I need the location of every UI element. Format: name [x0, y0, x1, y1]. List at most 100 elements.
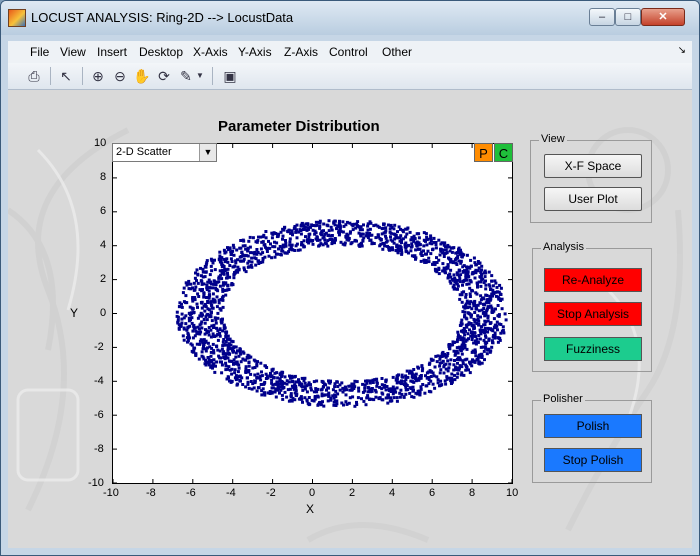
print-icon[interactable]: ⎙ [28, 68, 40, 84]
scatter-point [305, 384, 309, 388]
scatter-point [459, 250, 463, 254]
scatter-point [270, 256, 274, 260]
menu-view[interactable]: View [60, 45, 86, 59]
close-button[interactable]: ✕ [641, 8, 685, 26]
scatter-point [377, 235, 381, 239]
scatter-point [412, 236, 416, 240]
scatter-point [474, 341, 478, 345]
scatter-point [475, 357, 479, 361]
stop-polish-button[interactable]: Stop Polish [544, 448, 642, 472]
stop-analysis-button[interactable]: Stop Analysis [544, 302, 642, 326]
scatter-point [267, 239, 270, 243]
xf-space-button[interactable]: X-F Space [544, 154, 642, 178]
menu-overflow-icon[interactable]: ↘ [677, 45, 686, 56]
scatter-point [347, 238, 351, 242]
scatter-point [250, 265, 254, 269]
re-analyze-button[interactable]: Re-Analyze [544, 268, 642, 292]
scatter-point [322, 222, 326, 226]
scatter-point [478, 261, 482, 265]
scatter-point [274, 395, 278, 399]
menu-insert[interactable]: Insert [97, 45, 128, 59]
scatter-point [261, 235, 265, 239]
scatter-point [347, 384, 351, 388]
zoom-in-icon[interactable]: ⊕ [92, 68, 104, 84]
scatter-point [255, 252, 259, 256]
c-button[interactable]: C [494, 143, 513, 162]
select-arrow-icon[interactable]: ↖ [60, 68, 72, 84]
scatter-point [412, 368, 416, 371]
scatter-point [353, 404, 357, 408]
menu-x-axis[interactable]: X-Axis [193, 45, 228, 59]
scatter-point [439, 247, 442, 251]
scatter-point [463, 310, 467, 314]
scatter-point [434, 354, 438, 358]
menu-control[interactable]: Control [329, 45, 368, 59]
scatter-point [256, 386, 260, 390]
scatter-point [283, 225, 287, 229]
scatter-point [344, 223, 348, 227]
scatter-point [221, 287, 225, 291]
scatter-point [468, 362, 472, 366]
scatter-point [446, 352, 450, 355]
y-tick-label: 6 [100, 205, 107, 217]
scatter-point [178, 325, 182, 328]
scatter-point [288, 387, 292, 391]
scatter-point [230, 283, 234, 287]
menu-z-axis[interactable]: Z-Axis [284, 45, 318, 59]
scatter-point [464, 306, 468, 310]
fuzziness-button[interactable]: Fuzziness [544, 337, 642, 361]
dock-figure-icon[interactable]: ▣ [223, 68, 237, 84]
scatter-point [384, 229, 388, 233]
scatter-point [210, 324, 214, 328]
scatter-point [410, 244, 414, 248]
scatter-point [339, 240, 343, 244]
scatter-point [207, 286, 211, 290]
scatter-point [247, 386, 251, 390]
scatter-point [273, 371, 277, 375]
scatter-point [216, 316, 220, 320]
minimize-button[interactable]: – [589, 8, 615, 26]
maximize-button[interactable]: □ [615, 8, 641, 26]
p-button[interactable]: P [474, 143, 493, 162]
title-bar[interactable]: LOCUST ANALYSIS: Ring-2D --> LocustData … [1, 1, 699, 35]
scatter-point [256, 251, 260, 254]
scatter-point [400, 379, 403, 383]
polish-button[interactable]: Polish [544, 414, 642, 438]
pan-hand-icon[interactable]: ✋ [133, 68, 151, 84]
scatter-point [191, 286, 194, 290]
menu-y-axis[interactable]: Y-Axis [238, 45, 272, 59]
menu-file[interactable]: File [30, 45, 50, 59]
rotate-icon[interactable]: ⟳ [158, 68, 170, 84]
scatter-point [496, 340, 500, 344]
scatter-point [442, 248, 446, 252]
scatter-point [212, 358, 216, 362]
scatter-point [239, 255, 243, 258]
scatter-point [182, 338, 186, 342]
user-plot-button[interactable]: User Plot [544, 187, 642, 211]
plot-type-select[interactable]: 2-D Scatter ▼ [112, 143, 217, 162]
scatter-point [262, 382, 266, 386]
scatter-point [249, 380, 253, 383]
scatter-point [231, 249, 235, 253]
scatter-point [341, 220, 345, 224]
scatter-point [435, 268, 439, 272]
scatter-point [261, 257, 265, 260]
zoom-out-icon[interactable]: ⊖ [114, 68, 126, 84]
scatter-point [333, 385, 337, 389]
scatter-point [389, 399, 393, 403]
menu-other[interactable]: Other [382, 45, 413, 59]
scatter-point [371, 378, 375, 382]
scatter-point [429, 236, 433, 240]
scatter-point [213, 316, 217, 320]
scatter-point [470, 272, 474, 276]
menu-desktop[interactable]: Desktop [139, 45, 184, 59]
scatter-point [303, 381, 307, 385]
brush-dropdown-icon[interactable]: ▼ [196, 71, 204, 80]
scatter-point [366, 228, 370, 232]
scatter-point [247, 361, 251, 365]
plot-axes[interactable] [112, 143, 513, 484]
scatter-point [450, 376, 454, 380]
brush-icon[interactable]: ✎ [180, 68, 192, 84]
scatter-point [470, 307, 474, 311]
scatter-point [213, 268, 217, 272]
